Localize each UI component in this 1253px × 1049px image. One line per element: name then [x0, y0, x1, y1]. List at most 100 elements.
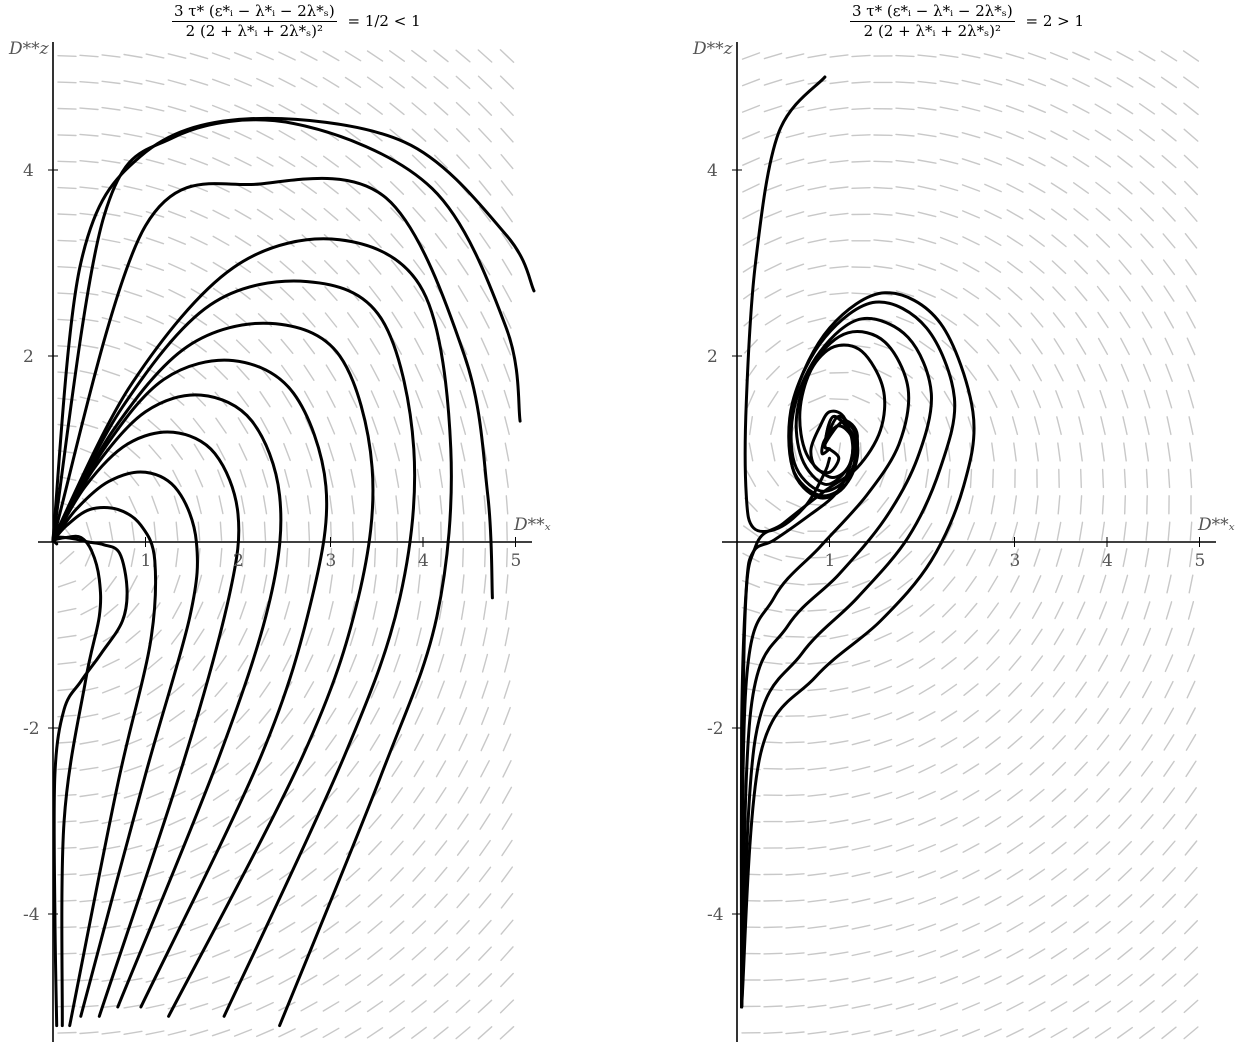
direction-segment	[481, 706, 489, 726]
direction-segment	[895, 1003, 915, 1010]
direction-segment	[918, 657, 936, 669]
direction-segment	[1139, 129, 1155, 142]
direction-segment	[459, 390, 467, 409]
direction-segment	[348, 680, 358, 699]
direction-segment	[194, 601, 204, 620]
direction-segment	[390, 259, 404, 275]
direction-segment	[1006, 183, 1024, 193]
direction-segment	[414, 733, 424, 751]
direction-segment	[763, 1005, 783, 1008]
direction-segment	[190, 209, 208, 219]
direction-segment	[456, 893, 470, 909]
direction-segment	[168, 817, 186, 826]
direction-segment	[1094, 129, 1112, 141]
direction-segment	[191, 366, 207, 380]
direction-segment	[989, 416, 997, 435]
direction-segment	[322, 50, 340, 62]
direction-segment	[896, 711, 914, 721]
direction-segment	[239, 469, 247, 488]
direction-segment	[829, 1004, 849, 1009]
direction-segment	[367, 867, 383, 882]
direction-segment	[895, 870, 915, 878]
direction-segment	[279, 841, 295, 855]
left-title-denominator: 2 (2 + λ*ᵢ + 2λ*ₛ)²	[185, 22, 324, 40]
direction-segment	[256, 208, 274, 221]
direction-segment	[234, 209, 252, 220]
direction-segment	[460, 442, 466, 462]
direction-segment	[412, 206, 426, 222]
direction-segment	[189, 157, 209, 166]
right-ticks: 1 3 4 5 -4 -2 2 4	[707, 161, 1205, 925]
direction-segment	[1050, 948, 1068, 960]
direction-segment	[851, 369, 871, 376]
direction-segment	[302, 312, 316, 328]
direction-segment	[1072, 182, 1090, 194]
direction-segment	[851, 951, 871, 957]
direction-segment	[436, 733, 446, 752]
direction-segment	[807, 872, 827, 877]
direction-segment	[961, 53, 981, 59]
direction-segment	[1142, 654, 1152, 672]
direction-segment	[763, 714, 783, 718]
direction-segment	[439, 547, 443, 568]
right-title-numerator: 3 τ* (ε*ᵢ − λ*ᵢ − 2λ*ₛ)	[850, 2, 1015, 22]
direction-segment	[235, 339, 251, 354]
direction-segment	[1094, 1027, 1112, 1039]
direction-segment	[1052, 286, 1066, 301]
direction-segment	[457, 232, 469, 249]
direction-segment	[1096, 285, 1110, 302]
direction-segment	[436, 707, 446, 725]
direction-segment	[807, 740, 827, 745]
direction-segment	[212, 183, 230, 193]
direction-segment	[1073, 814, 1089, 829]
direction-segment	[1076, 364, 1086, 382]
direction-segment	[1051, 815, 1067, 829]
direction-segment	[279, 286, 295, 301]
direction-segment	[79, 186, 99, 190]
direction-segment	[145, 237, 165, 245]
direction-segment	[1161, 128, 1177, 142]
direction-segment	[505, 600, 509, 620]
trajectory-curve	[51, 430, 241, 1018]
direction-segment	[895, 238, 915, 244]
direction-segment	[461, 495, 465, 515]
direction-segment	[917, 211, 937, 218]
direction-segment	[1029, 260, 1045, 274]
direction-segment	[347, 338, 359, 355]
direction-segment	[347, 364, 359, 382]
direction-segment	[153, 521, 157, 541]
direction-segment	[985, 709, 1001, 723]
direction-segment	[434, 840, 448, 856]
direction-segment	[917, 263, 937, 271]
direction-segment	[218, 495, 224, 515]
direction-segment	[964, 629, 978, 644]
direction-segment	[851, 712, 871, 720]
direction-segment	[238, 628, 248, 646]
direction-segment	[1117, 894, 1133, 908]
direction-segment	[1095, 947, 1111, 960]
direction-segment	[984, 1028, 1002, 1038]
direction-segment	[79, 1031, 99, 1035]
direction-segment	[457, 813, 469, 830]
direction-segment	[411, 128, 427, 142]
direction-segment	[991, 442, 995, 462]
direction-segment	[742, 209, 760, 220]
direction-segment	[503, 363, 511, 382]
direction-segment	[1141, 681, 1153, 699]
direction-segment	[964, 339, 978, 354]
direction-segment	[1141, 707, 1153, 725]
direction-segment	[434, 180, 448, 196]
direction-segment	[392, 680, 402, 699]
direction-segment	[57, 160, 77, 163]
y-tick-label: 4	[23, 161, 34, 181]
direction-segment	[917, 896, 937, 905]
direction-segment	[192, 417, 206, 434]
direction-segment	[785, 79, 805, 86]
direction-segment	[984, 209, 1002, 220]
direction-segment	[192, 655, 206, 671]
direction-segment	[389, 947, 405, 961]
direction-segment	[236, 708, 250, 724]
direction-segment	[483, 495, 487, 515]
direction-segment	[1053, 338, 1065, 355]
direction-segment	[763, 741, 783, 744]
